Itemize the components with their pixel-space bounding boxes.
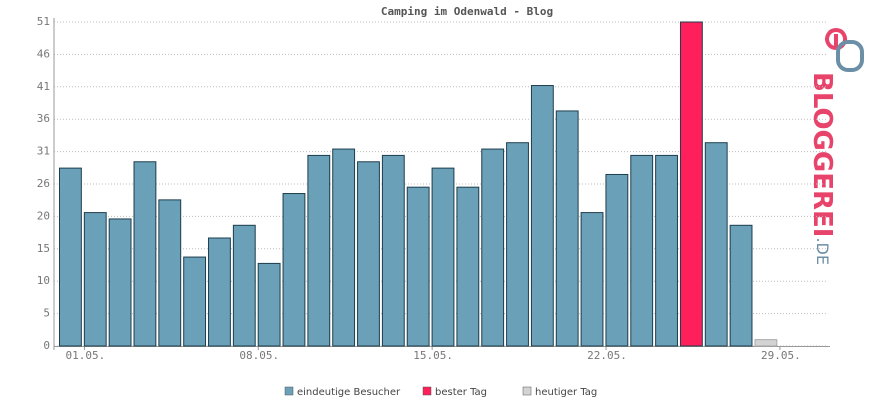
bar: [655, 154, 678, 347]
logo-main: BLOGGEREI: [808, 72, 838, 237]
legend-label: eindeutige Besucher: [297, 387, 401, 398]
bar: [456, 186, 480, 347]
bar: [133, 161, 157, 347]
bar: [754, 339, 778, 347]
bar: [108, 218, 132, 347]
bar: [282, 193, 306, 347]
x-tick-label: 22.05.: [587, 349, 627, 362]
y-tick-label: 5: [43, 307, 50, 320]
logo: BLOGGEREI.DE: [808, 28, 864, 265]
legend-swatch: [422, 386, 432, 396]
x-tick-label: 01.05.: [66, 349, 106, 362]
bar: [506, 142, 529, 347]
y-tick-label: 46: [37, 47, 50, 60]
y-tick-label: 26: [37, 177, 50, 190]
y-tick-label: 51: [37, 15, 50, 28]
y-tick-label: 31: [37, 145, 50, 158]
bar: [729, 224, 753, 347]
logo-suffix: .DE: [814, 237, 833, 265]
x-tick-label: 08.05.: [239, 349, 279, 362]
bar: [257, 262, 281, 347]
bar: [381, 154, 405, 347]
logo-text: BLOGGEREI.DE: [808, 72, 838, 265]
bar: [704, 142, 728, 347]
legend-swatch: [522, 386, 532, 396]
bar: [481, 148, 505, 347]
bar: [83, 212, 107, 347]
y-tick-label: 15: [37, 242, 50, 255]
bar: [183, 256, 207, 347]
y-tick-label: 36: [37, 112, 50, 125]
logo-icon: [836, 40, 864, 72]
x-tick-label: 15.05.: [413, 349, 453, 362]
bar: [307, 154, 331, 347]
bar: [357, 161, 380, 347]
legend-label: heutiger Tag: [535, 387, 597, 398]
legend-swatch: [284, 386, 294, 396]
bar: [555, 110, 579, 347]
y-tick-label: 41: [37, 80, 50, 93]
bar: [431, 167, 455, 347]
bar: [630, 154, 654, 347]
y-tick-label: 0: [43, 339, 50, 352]
bar: [679, 21, 703, 347]
y-tick-label: 20: [37, 209, 50, 222]
bar: [59, 167, 82, 347]
chart-title: Camping im Odenwald - Blog: [381, 5, 553, 18]
bar: [580, 212, 604, 347]
bar: [208, 237, 231, 347]
bar: [605, 173, 629, 347]
bar: [332, 148, 356, 347]
bar: [406, 186, 430, 347]
bar: [530, 85, 554, 347]
y-tick-label: 10: [37, 274, 50, 287]
bar: [232, 224, 256, 347]
x-tick-label: 29.05.: [761, 349, 801, 362]
legend-label: bester Tag: [435, 387, 487, 398]
bar: [158, 199, 182, 347]
